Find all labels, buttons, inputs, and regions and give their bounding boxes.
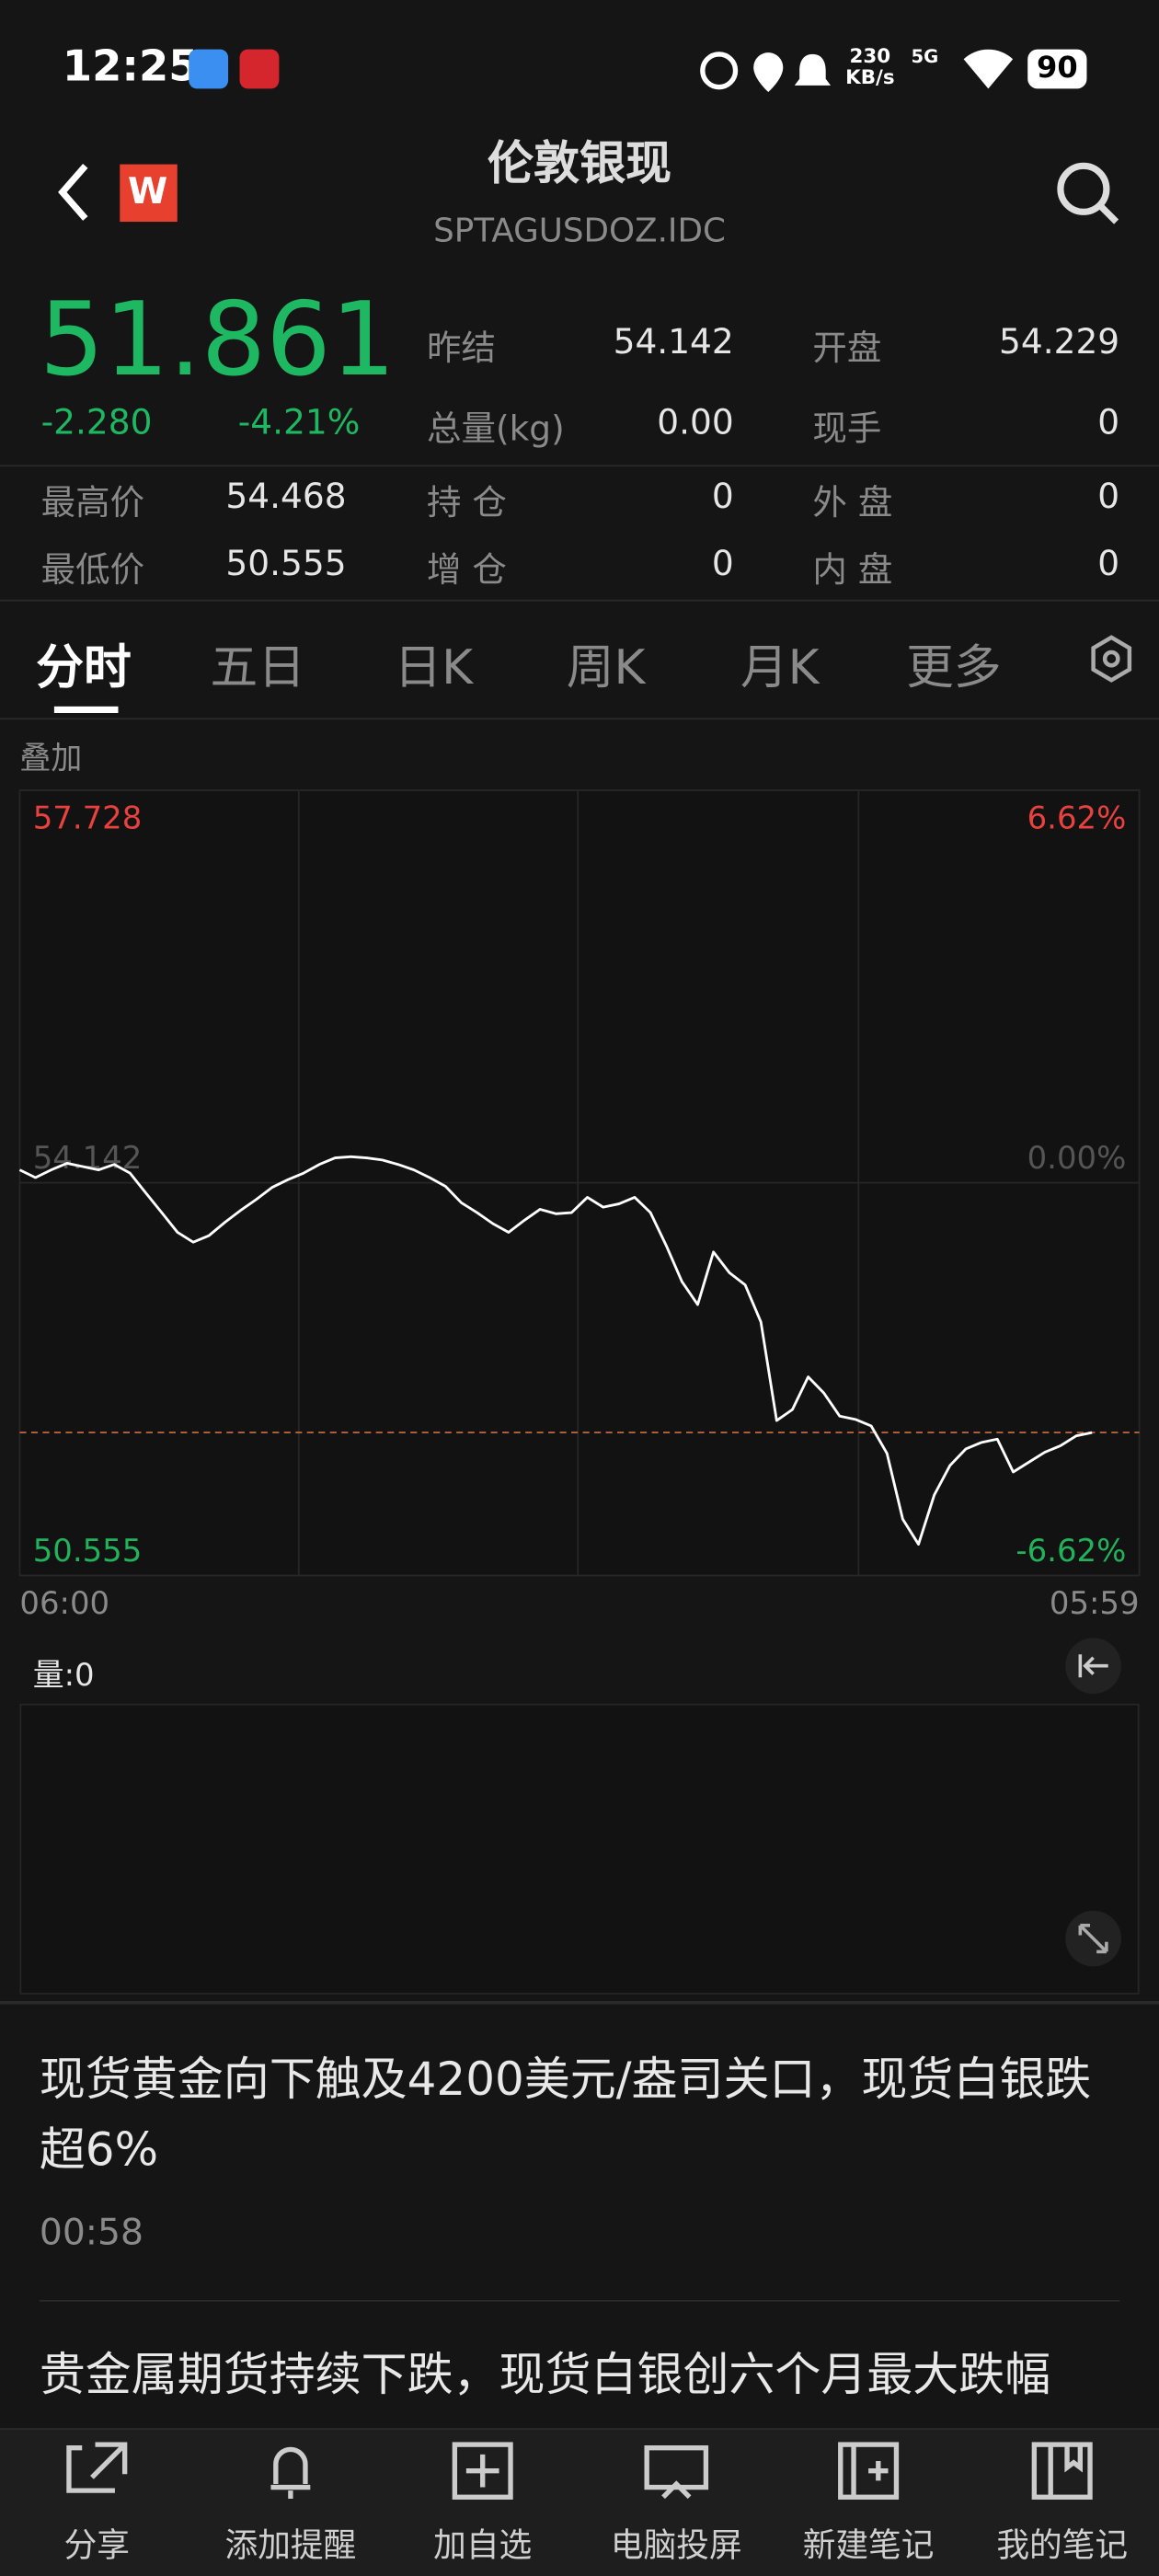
stat-label: 昨结 [427, 328, 496, 368]
speed-unit: KB/s [845, 65, 895, 89]
y-tick-label: 50.555 [33, 1533, 143, 1569]
y2-tick-label: 6.62% [1027, 800, 1127, 836]
page-title: 伦敦银现 [488, 136, 671, 191]
stat-label: 外 盘 [812, 482, 893, 523]
news-title[interactable]: 贵金属期货持续下跌，现货白银创六个月最大跌幅 [39, 2347, 1051, 2402]
tab[interactable]: 分时 [36, 638, 132, 696]
divider [0, 465, 1159, 467]
signal-icons [963, 49, 1014, 89]
stat-value: 54.468 [225, 476, 347, 516]
news-time: 00:58 [39, 2213, 143, 2254]
stat-label: 最低价 [40, 550, 145, 591]
nav-item[interactable]: 分享 [63, 2524, 130, 2565]
settings-button[interactable] [1086, 634, 1136, 684]
divider [0, 2000, 1159, 2005]
stat-label: 总量(kg) [427, 408, 565, 449]
x-tick-label: 05:59 [1050, 1585, 1140, 1621]
y2-tick-label: -6.62% [1016, 1533, 1126, 1569]
svg-text:W: W [128, 171, 167, 213]
back-button[interactable]: W [50, 159, 198, 224]
app-icon [189, 49, 229, 89]
status-icons [700, 52, 832, 92]
stat-value: 54.142 [613, 321, 734, 362]
stat-label: 现手 [812, 408, 882, 449]
volume-label: 量:0 [32, 1657, 95, 1695]
stat-label: 最高价 [40, 482, 145, 523]
volume-area [19, 1703, 1140, 1995]
nav-item[interactable]: 加自选 [433, 2524, 533, 2565]
tab-underline [53, 706, 119, 713]
tab[interactable]: 五日 [210, 638, 305, 696]
divider [0, 718, 1159, 720]
price-line [18, 1155, 1093, 1546]
nav-item[interactable]: 电脑投屏 [610, 2524, 742, 2565]
stat-value: 50.555 [225, 544, 347, 583]
stat-value: 0 [711, 476, 734, 516]
y-tick-label: 57.728 [33, 800, 143, 836]
divider [0, 599, 1159, 602]
price-change: -2.280 [40, 402, 153, 443]
stat-label: 内 盘 [812, 550, 893, 591]
status-time: 12:25 [62, 42, 199, 92]
nav-icons [66, 2442, 1093, 2500]
bottom-nav [0, 2428, 1159, 2576]
battery: 90 [1027, 49, 1087, 89]
stat-label: 增 仓 [427, 550, 507, 591]
stat-value: 0 [1097, 402, 1120, 443]
stat-value: 0 [1097, 476, 1120, 516]
news-title[interactable]: 现货黄金向下触及4200美元/盎司关口，现货白银跌超6% [39, 2052, 1092, 2178]
search-button[interactable] [1050, 157, 1126, 233]
tab[interactable]: 更多 [906, 638, 1002, 696]
stat-label: 持 仓 [427, 482, 507, 523]
speed: 230 [849, 44, 891, 68]
stat-value: 0 [711, 544, 734, 583]
tab[interactable]: 月K [740, 638, 820, 696]
divider [39, 2299, 1120, 2302]
stat-label: 开盘 [812, 328, 882, 368]
last-price: 51.861 [39, 279, 396, 399]
app-icon [239, 49, 280, 89]
price-change-pct: -4.21% [237, 402, 361, 443]
overlay-button[interactable]: 叠加 [19, 741, 83, 777]
x-tick-label: 06:00 [19, 1585, 109, 1621]
y2-tick-label: 0.00% [1027, 1140, 1127, 1176]
nav-item[interactable]: 我的笔记 [996, 2524, 1129, 2565]
net-speed: 230 KB/s [845, 44, 895, 89]
fullscreen-button[interactable] [1063, 1909, 1122, 1968]
symbol-code: SPTAGUSDOZ.IDC [433, 210, 726, 250]
nav-item[interactable]: 新建笔记 [802, 2524, 935, 2565]
network: 5G [911, 45, 939, 68]
stat-value: 54.229 [999, 321, 1120, 362]
stat-value: 0 [1097, 544, 1120, 583]
tab[interactable]: 周K [566, 638, 646, 696]
stat-value: 0.00 [657, 402, 734, 443]
nav-item[interactable]: 添加提醒 [224, 2524, 357, 2565]
collapse-button[interactable] [1063, 1637, 1122, 1696]
tab[interactable]: 日K [394, 638, 474, 696]
